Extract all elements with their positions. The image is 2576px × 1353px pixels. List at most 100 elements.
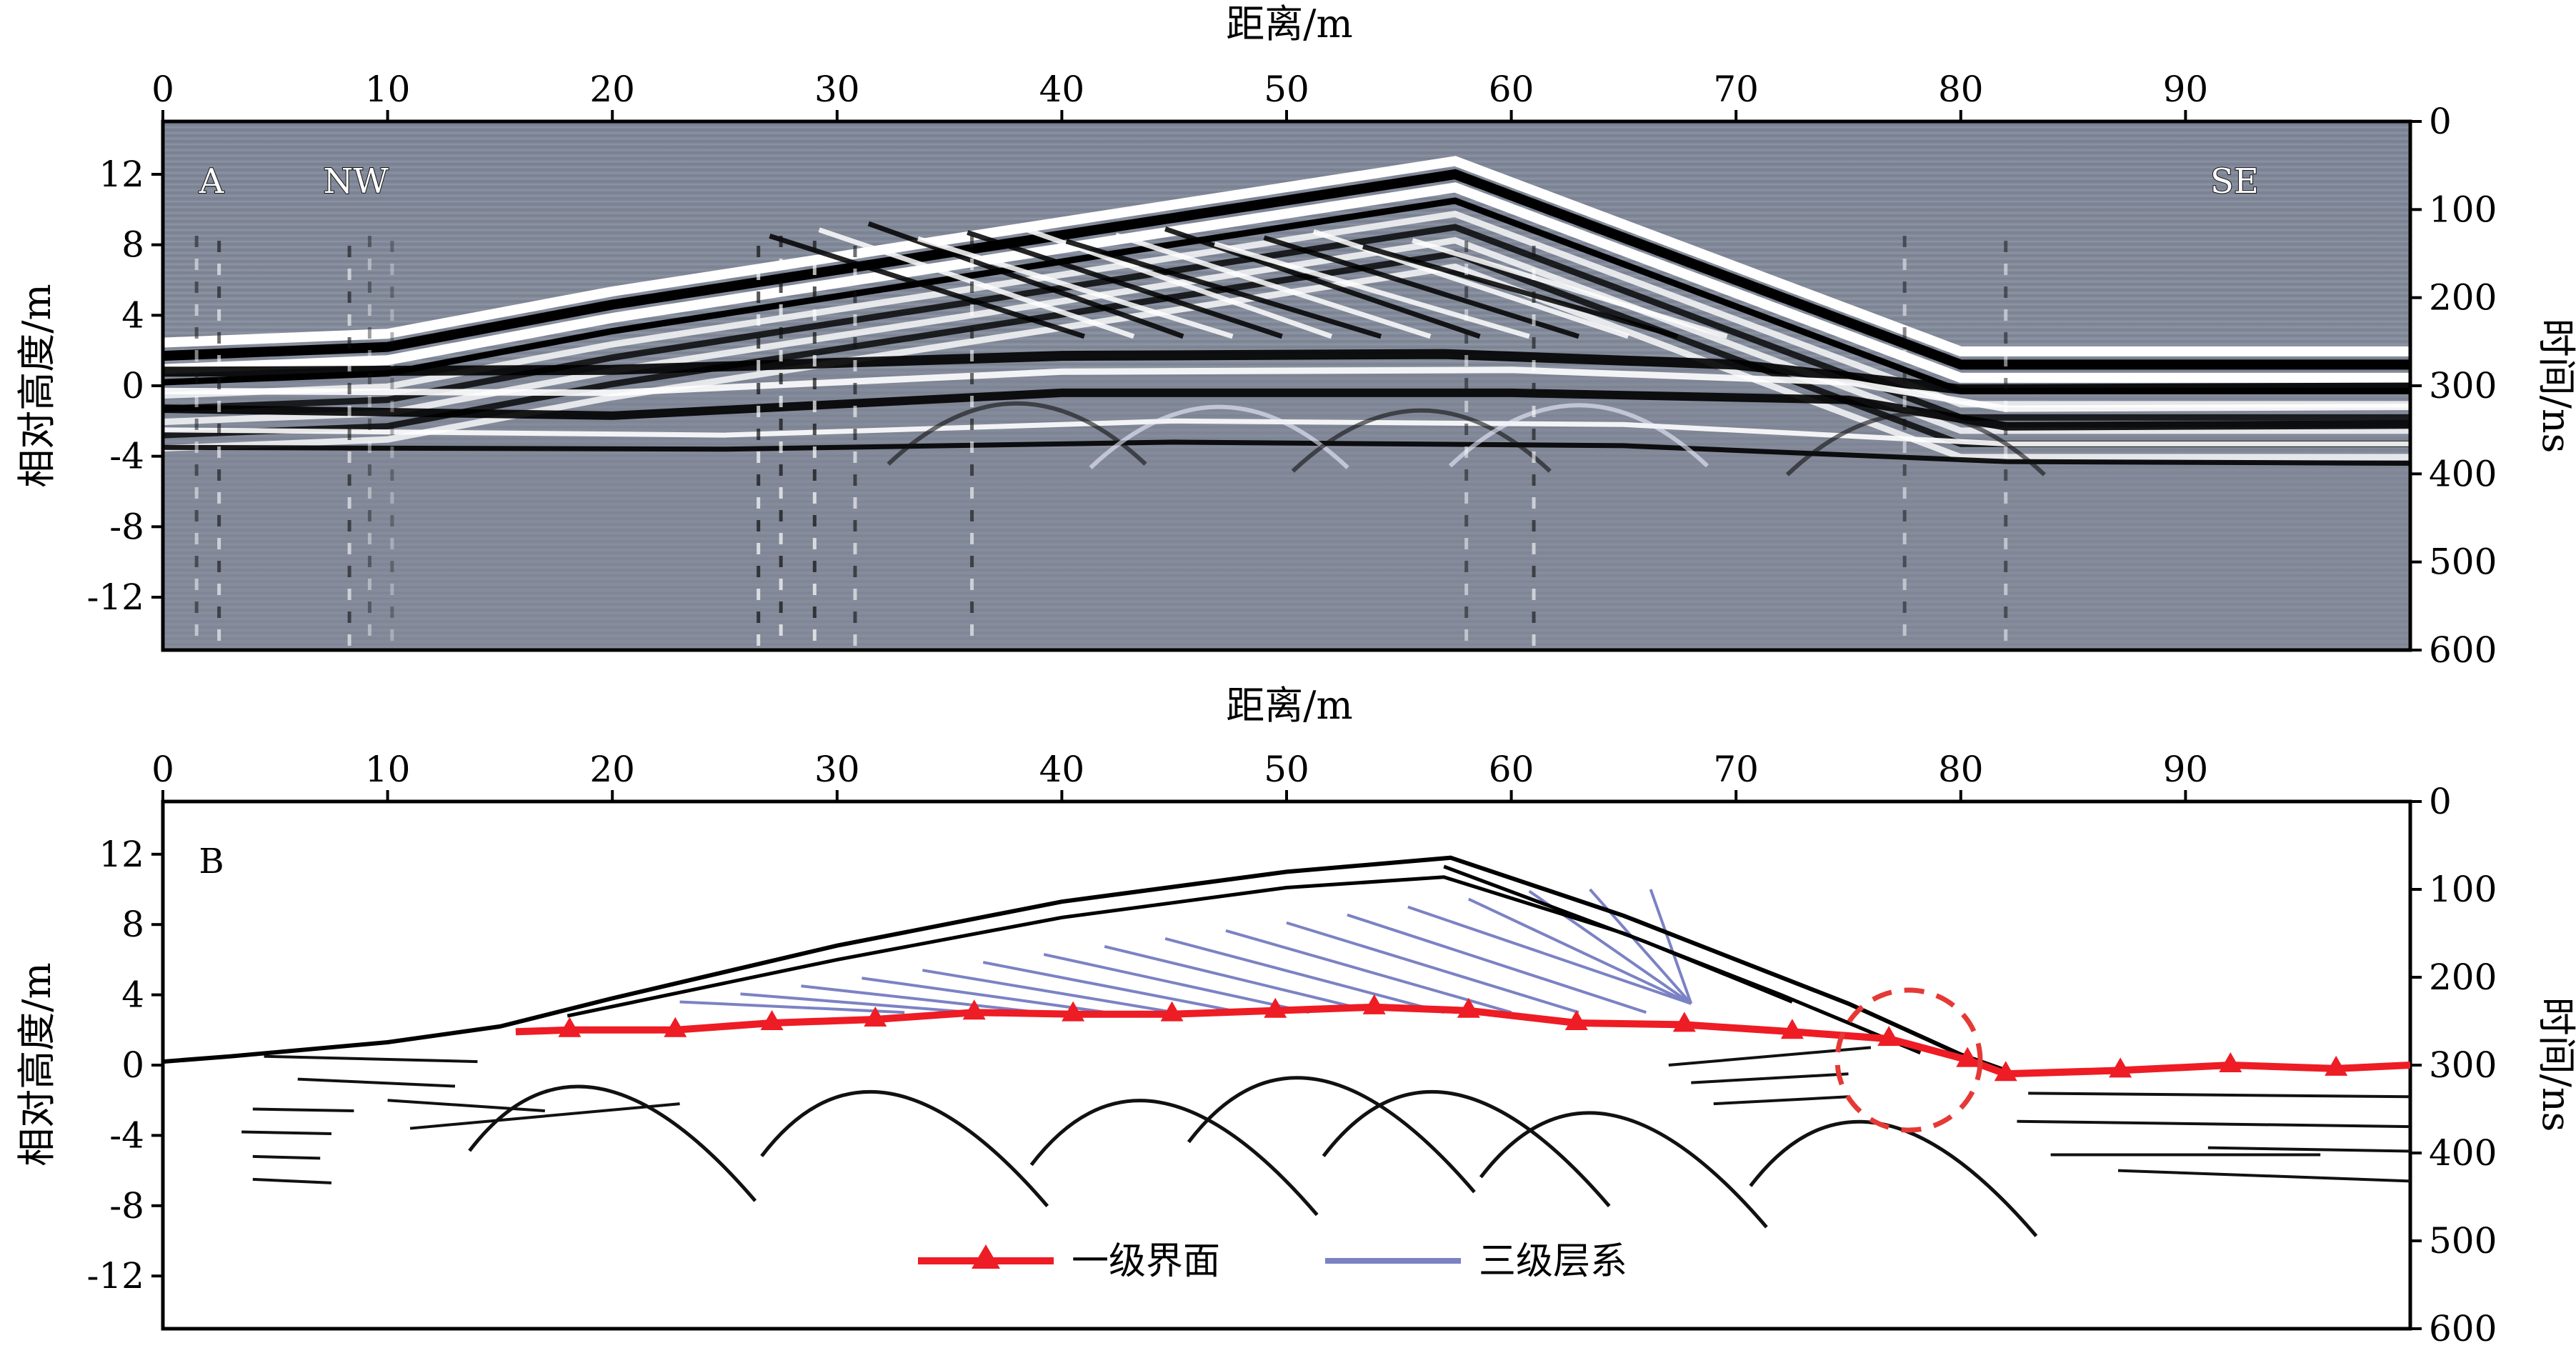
short-reflector xyxy=(252,1177,332,1184)
y-tick-label: -8 xyxy=(109,1185,144,1227)
foreset-reflection xyxy=(769,233,1085,339)
direction-se-label: SE xyxy=(2210,161,2259,201)
diffraction-hyperbola xyxy=(1785,411,2046,476)
right-tick-label: 500 xyxy=(2429,541,2497,583)
layer-line xyxy=(1347,913,1647,1014)
interface-marker xyxy=(2219,1052,2242,1072)
right-tick-label: 300 xyxy=(2429,1044,2497,1086)
x-tick-label: 80 xyxy=(1938,69,1984,110)
y-left-axis-title: 相对高度/m xyxy=(14,284,59,487)
base-reflector xyxy=(163,418,2410,446)
arc-reflector xyxy=(1187,1076,1476,1194)
x-tick-label: 0 xyxy=(151,69,174,110)
x-tick-label: 30 xyxy=(814,69,860,110)
interface-marker xyxy=(1672,1012,1696,1032)
interface-marker xyxy=(1160,1001,1184,1022)
layer-line xyxy=(1286,921,1579,1014)
x-tick-labels: 0 10 20 30 40 50 60 70 80 90 xyxy=(151,69,2208,121)
short-reflector xyxy=(2117,1169,2410,1183)
x-tick-label: 70 xyxy=(1713,69,1759,110)
noise-traces xyxy=(194,236,2008,646)
right-tick-label: 0 xyxy=(2429,101,2452,142)
layer-line xyxy=(1043,953,1309,1014)
foreset-reflection xyxy=(1114,232,1432,339)
layer-line xyxy=(1104,945,1377,1014)
short-reflector xyxy=(252,1154,321,1160)
right-tick-label: 200 xyxy=(2429,957,2497,998)
panel-b-frame xyxy=(161,799,2412,1331)
foreset-reflection xyxy=(967,230,1283,339)
right-tick-label: 100 xyxy=(2429,189,2497,230)
layer-line xyxy=(740,992,972,1014)
layer-line xyxy=(1225,929,1512,1014)
x-tick-label: 10 xyxy=(365,69,411,110)
diffraction-hyperbola xyxy=(1291,408,1552,473)
left-axis: 12 8 4 0 -4 -8 -12 xyxy=(86,154,163,618)
y-tick-label: -4 xyxy=(109,1114,144,1156)
arc-reflector xyxy=(760,1089,1049,1208)
arc-reflector xyxy=(1479,1111,1768,1229)
x-tick-label: 70 xyxy=(1713,749,1759,790)
direction-nw-label: NW xyxy=(323,161,389,201)
x-tick-label: 40 xyxy=(1039,69,1085,110)
foreset-reflection xyxy=(1412,238,1728,339)
foreset-reflection xyxy=(867,221,1184,339)
x-axis-title: 距离/m xyxy=(1226,1,1352,46)
x-axis-title-b: 距离/m xyxy=(1226,683,1352,728)
arc-reflector xyxy=(1029,1099,1319,1217)
layer-line xyxy=(679,1000,905,1014)
arc-reflector xyxy=(1322,1089,1611,1208)
y-tick-label: 4 xyxy=(121,974,144,1016)
x-tick-label: 60 xyxy=(1489,749,1534,790)
x-tick-label: 90 xyxy=(2163,69,2209,110)
interface-marker xyxy=(2325,1055,2348,1076)
interface-marker xyxy=(1062,1001,1085,1022)
x-tick-label: 60 xyxy=(1489,69,1534,110)
interface-marker xyxy=(760,1009,784,1030)
x-tick-label: 50 xyxy=(1264,749,1309,790)
right-tick-label: 600 xyxy=(2429,1308,2497,1349)
short-reflector xyxy=(252,1107,354,1112)
interface-marker xyxy=(664,1017,687,1037)
third-order-layers xyxy=(679,888,1693,1014)
x-tick-label: 90 xyxy=(2163,749,2209,790)
layer-line xyxy=(982,961,1242,1014)
right-axis-b: 0 100 200 300 400 500 600 xyxy=(2410,781,2497,1349)
layer-line xyxy=(862,977,1107,1014)
layer-line xyxy=(922,969,1175,1014)
layer-line xyxy=(1467,897,1692,1005)
x-tick-label: 0 xyxy=(151,749,174,790)
highlight-circle xyxy=(1834,987,1983,1133)
y-tick-label: -8 xyxy=(109,506,144,547)
foreset-reflection xyxy=(1362,244,1679,339)
reflection-band xyxy=(163,263,2410,461)
first-order-interface xyxy=(515,994,2410,1082)
reflection-bands xyxy=(163,156,2410,476)
arc-reflector xyxy=(468,1084,757,1202)
interface-marker xyxy=(558,1017,581,1037)
diffraction-hyperbola xyxy=(887,401,1147,466)
short-reflector xyxy=(297,1077,456,1088)
interface-marker xyxy=(1457,997,1480,1018)
x-tick-labels-b: 0 10 20 30 40 50 60 70 80 90 xyxy=(151,749,2208,802)
y-tick-label: 8 xyxy=(121,224,144,266)
y-tick-label: -4 xyxy=(109,436,144,477)
right-tick-label: 0 xyxy=(2429,781,2452,822)
y-right-axis-title-b: 时间/ns xyxy=(2534,997,2576,1132)
y-tick-label: 0 xyxy=(121,365,144,406)
radar-reflections xyxy=(163,156,2410,650)
short-reflector xyxy=(2017,1119,2410,1129)
interface-marker xyxy=(2109,1057,2132,1078)
short-reflector xyxy=(387,1099,545,1112)
right-tick-label: 600 xyxy=(2429,629,2497,671)
diffraction-hyperbola xyxy=(1089,404,1349,469)
base-reflector xyxy=(163,349,2410,394)
x-tick-label: 20 xyxy=(589,749,635,790)
layer-line xyxy=(801,984,1040,1014)
right-tick-label: 300 xyxy=(2429,365,2497,406)
interface-marker xyxy=(962,999,986,1020)
short-reflector xyxy=(2207,1146,2410,1153)
interface-marker xyxy=(1780,1019,1804,1039)
diffraction-hyperbola xyxy=(1448,403,1709,468)
